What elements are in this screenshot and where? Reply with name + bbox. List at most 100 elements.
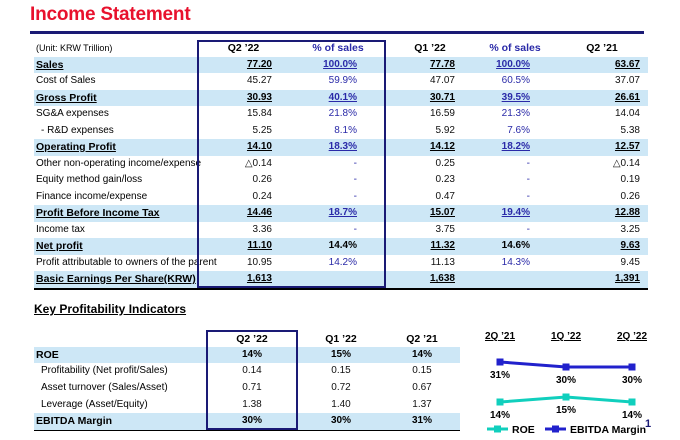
cell-value: 100.0% xyxy=(474,56,556,73)
cell-value: - xyxy=(353,174,357,186)
chart-category-label: 1Q ’22 xyxy=(551,331,581,342)
kpi-cell-value: 1.38 xyxy=(242,398,262,410)
cell-value: 30.93 xyxy=(197,89,290,106)
page-title: Income Statement xyxy=(30,4,191,25)
kpi-cell-value: 14% xyxy=(384,346,460,364)
cell-value: 15.84 xyxy=(246,108,272,120)
cell-value: 18.2% xyxy=(474,139,556,156)
cell-value xyxy=(290,271,386,288)
row-label: Gross Profit xyxy=(34,89,197,106)
cell-value: 19.4% xyxy=(474,205,556,222)
kpi-cell-value: 30% xyxy=(298,412,384,430)
cell-value: 77.20 xyxy=(197,56,290,73)
row-label: Profit attributable to owners of the par… xyxy=(36,256,217,268)
cell-value: 15.07 xyxy=(386,205,474,222)
cell-value: 16.59 xyxy=(429,108,455,120)
row-label: Cost of Sales xyxy=(36,75,96,87)
income-statement-table: (Unit: KRW Trillion) Q2 ’22% of sales Q1 ’… xyxy=(34,40,648,290)
cell-value: 9.45 xyxy=(620,256,640,268)
cell-value: 37.07 xyxy=(614,75,640,87)
chart-value-label: 31% xyxy=(490,370,510,381)
cell-value: 14.4% xyxy=(290,238,386,255)
cell-value: - xyxy=(526,190,530,202)
kpi-row-label: Asset turnover (Sales/Asset) xyxy=(41,382,168,394)
legend-marker xyxy=(494,425,501,433)
chart-marker xyxy=(562,363,570,371)
cell-value: 21.8% xyxy=(328,108,357,120)
cell-value: 77.78 xyxy=(386,56,474,73)
chart-value-label: 15% xyxy=(556,405,576,416)
kpi-cell-value: 0.15 xyxy=(331,365,351,377)
cell-value: 9.63 xyxy=(556,238,648,255)
cell-value: 8.1% xyxy=(334,124,357,136)
cell-value: 26.61 xyxy=(556,89,648,106)
row-label: Equity method gain/loss xyxy=(36,174,143,186)
kpi-cell-value: 0.71 xyxy=(242,382,262,394)
kpi-cell-value: 1.37 xyxy=(412,398,432,410)
cell-value: 1,613 xyxy=(197,271,290,288)
page-number: 1 xyxy=(645,418,652,430)
key-profitability-indicators-table: Q2 ’22 Q1 ’22 Q2 ’21 ROE 14% 15% 14% Profitabil… xyxy=(34,330,460,431)
cell-value: 14.3% xyxy=(501,256,530,268)
chart-value-label: 14% xyxy=(622,410,642,421)
chart-value-label: 14% xyxy=(490,410,510,421)
cell-value: 0.25 xyxy=(435,157,455,169)
cell-value: 5.38 xyxy=(620,124,640,136)
cell-value: 0.19 xyxy=(620,174,640,186)
cell-value: 14.6% xyxy=(474,238,556,255)
cell-value: 45.27 xyxy=(246,75,272,87)
chart-marker xyxy=(628,398,636,406)
row-label: SG&A expenses xyxy=(36,108,109,120)
cell-value: 40.1% xyxy=(290,89,386,106)
cell-value: 14.10 xyxy=(197,139,290,156)
legend-marker xyxy=(552,425,559,433)
cell-value: 1,391 xyxy=(556,271,648,288)
chart-marker xyxy=(496,358,504,366)
kpi-cell-value: 1.40 xyxy=(331,398,351,410)
cell-value: 14.2% xyxy=(328,256,357,268)
kpi-row-label: EBITDA Margin xyxy=(34,412,206,430)
cell-value: - xyxy=(353,223,357,235)
kpi-cell-value: 15% xyxy=(298,346,384,364)
cell-value: 14.12 xyxy=(386,139,474,156)
row-label: Basic Earnings Per Share(KRW) xyxy=(34,271,197,288)
kpi-cell-value: 0.72 xyxy=(331,382,351,394)
row-label: Income tax xyxy=(36,223,85,235)
cell-value: 0.26 xyxy=(620,190,640,202)
cell-value: 12.88 xyxy=(556,205,648,222)
cell-value: 63.67 xyxy=(556,56,648,73)
cell-value: - xyxy=(526,174,530,186)
kpi-cell-value: 0.67 xyxy=(412,382,432,394)
chart-category-label: 2Q ’22 xyxy=(617,331,647,342)
row-label: Net profit xyxy=(34,238,197,255)
row-label: Operating Profit xyxy=(34,139,197,156)
kpi-cell-value: 0.14 xyxy=(242,365,262,377)
chart-value-label: 30% xyxy=(622,375,642,386)
cell-value: 0.23 xyxy=(435,174,455,186)
cell-value: △0.14 xyxy=(612,157,640,169)
row-label: Sales xyxy=(34,56,197,73)
kpi-cell-value: 30% xyxy=(206,412,298,430)
cell-value: 47.07 xyxy=(429,75,455,87)
roe-ebitda-trend-chart: 2Q ’21 1Q ’22 2Q ’22 14% 15% 14% 31% 30% 30% ROE E… xyxy=(485,331,647,436)
kpi-section-heading: Key Profitability Indicators xyxy=(34,302,187,316)
cell-value: 0.24 xyxy=(252,190,272,202)
cell-value: 60.5% xyxy=(501,75,530,87)
cell-value: - xyxy=(353,190,357,202)
cell-value: - xyxy=(526,157,530,169)
cell-value: 3.25 xyxy=(620,223,640,235)
cell-value: 11.10 xyxy=(197,238,290,255)
cell-value: 21.3% xyxy=(501,108,530,120)
chart-category-label: 2Q ’21 xyxy=(485,331,515,342)
cell-value: 5.25 xyxy=(252,124,272,136)
cell-value: △0.14 xyxy=(244,157,272,169)
cell-value: - xyxy=(353,157,357,169)
cell-value: 18.3% xyxy=(290,139,386,156)
cell-value: 11.13 xyxy=(430,256,455,268)
kpi-row-label: Profitability (Net profit/Sales) xyxy=(41,365,168,377)
kpi-row-label: Leverage (Asset/Equity) xyxy=(41,398,148,410)
cell-value: 10.95 xyxy=(246,256,272,268)
chart-marker xyxy=(562,393,570,401)
cell-value: 5.92 xyxy=(435,124,455,136)
